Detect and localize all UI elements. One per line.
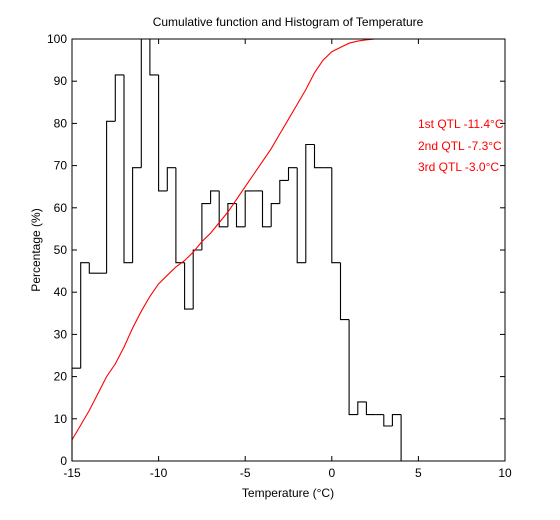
x-tick-label: 5 (415, 466, 422, 480)
annotation-q3: 3rd QTL -3.0°C (418, 160, 499, 174)
y-tick-label: 70 (54, 159, 68, 173)
histogram-bin (114, 74, 124, 122)
histogram-bin (357, 401, 367, 415)
histogram-bin (218, 190, 228, 228)
annotation-q2: 2nd QTL -7.3°C (418, 139, 502, 153)
histogram-bin (365, 401, 376, 416)
annotation-q1: 1st QTL -11.4°C (418, 117, 504, 131)
histogram-bin (348, 319, 358, 416)
histogram-series (71, 38, 402, 461)
histogram-bin (261, 190, 272, 228)
histogram-bin (210, 190, 220, 204)
histogram-bin (270, 203, 280, 227)
y-tick-label: 30 (54, 327, 68, 341)
histogram-bin (279, 179, 289, 204)
y-tick-label: 80 (54, 116, 68, 130)
y-tick-label: 10 (54, 412, 68, 426)
histogram-bin (80, 262, 90, 369)
x-tick-label: 10 (498, 466, 512, 480)
y-tick-label: 100 (47, 32, 67, 46)
y-tick-label: 0 (60, 454, 67, 468)
histogram-bin (201, 203, 211, 250)
histogram-bin (192, 249, 202, 310)
histogram-bin (313, 144, 324, 169)
x-tick-label: -15 (63, 466, 81, 480)
histogram-bin (287, 167, 298, 181)
histogram-bin (296, 167, 306, 264)
histogram-bin (184, 262, 194, 310)
histogram-bin (132, 167, 142, 263)
x-axis-title: Temperature (°C) (242, 486, 334, 500)
x-tick-label: 0 (328, 466, 335, 480)
y-tick-label: 20 (54, 370, 68, 384)
y-tick-label: 60 (54, 201, 68, 215)
cdf-line (71, 38, 505, 441)
histogram-bin (123, 74, 133, 264)
y-tick-label: 50 (54, 243, 68, 257)
histogram-bin (158, 74, 168, 192)
histogram-bin (305, 143, 315, 263)
quartile-annotations: 1st QTL -11.4°C 2nd QTL -7.3°C 3rd QTL -… (418, 117, 504, 174)
chart-title: Cumulative function and Histogram of Tem… (153, 15, 424, 29)
y-tick-label: 90 (54, 74, 68, 88)
x-tick-label: -5 (240, 466, 251, 480)
histogram-bin (166, 167, 176, 191)
histogram-bin (331, 167, 341, 264)
histogram-bin (106, 120, 116, 274)
histogram-bin (88, 262, 98, 274)
histogram-bin (391, 414, 402, 426)
histogram-bin (244, 190, 254, 227)
histogram-bin (235, 203, 246, 228)
y-tick-label: 40 (54, 285, 68, 299)
x-tick-label: -10 (150, 466, 168, 480)
histogram-bin (339, 262, 350, 321)
histogram-bin (383, 414, 393, 427)
axes-frame (71, 38, 506, 462)
histogram-bin (149, 39, 159, 76)
y-axis-title: Percentage (%) (29, 208, 43, 291)
